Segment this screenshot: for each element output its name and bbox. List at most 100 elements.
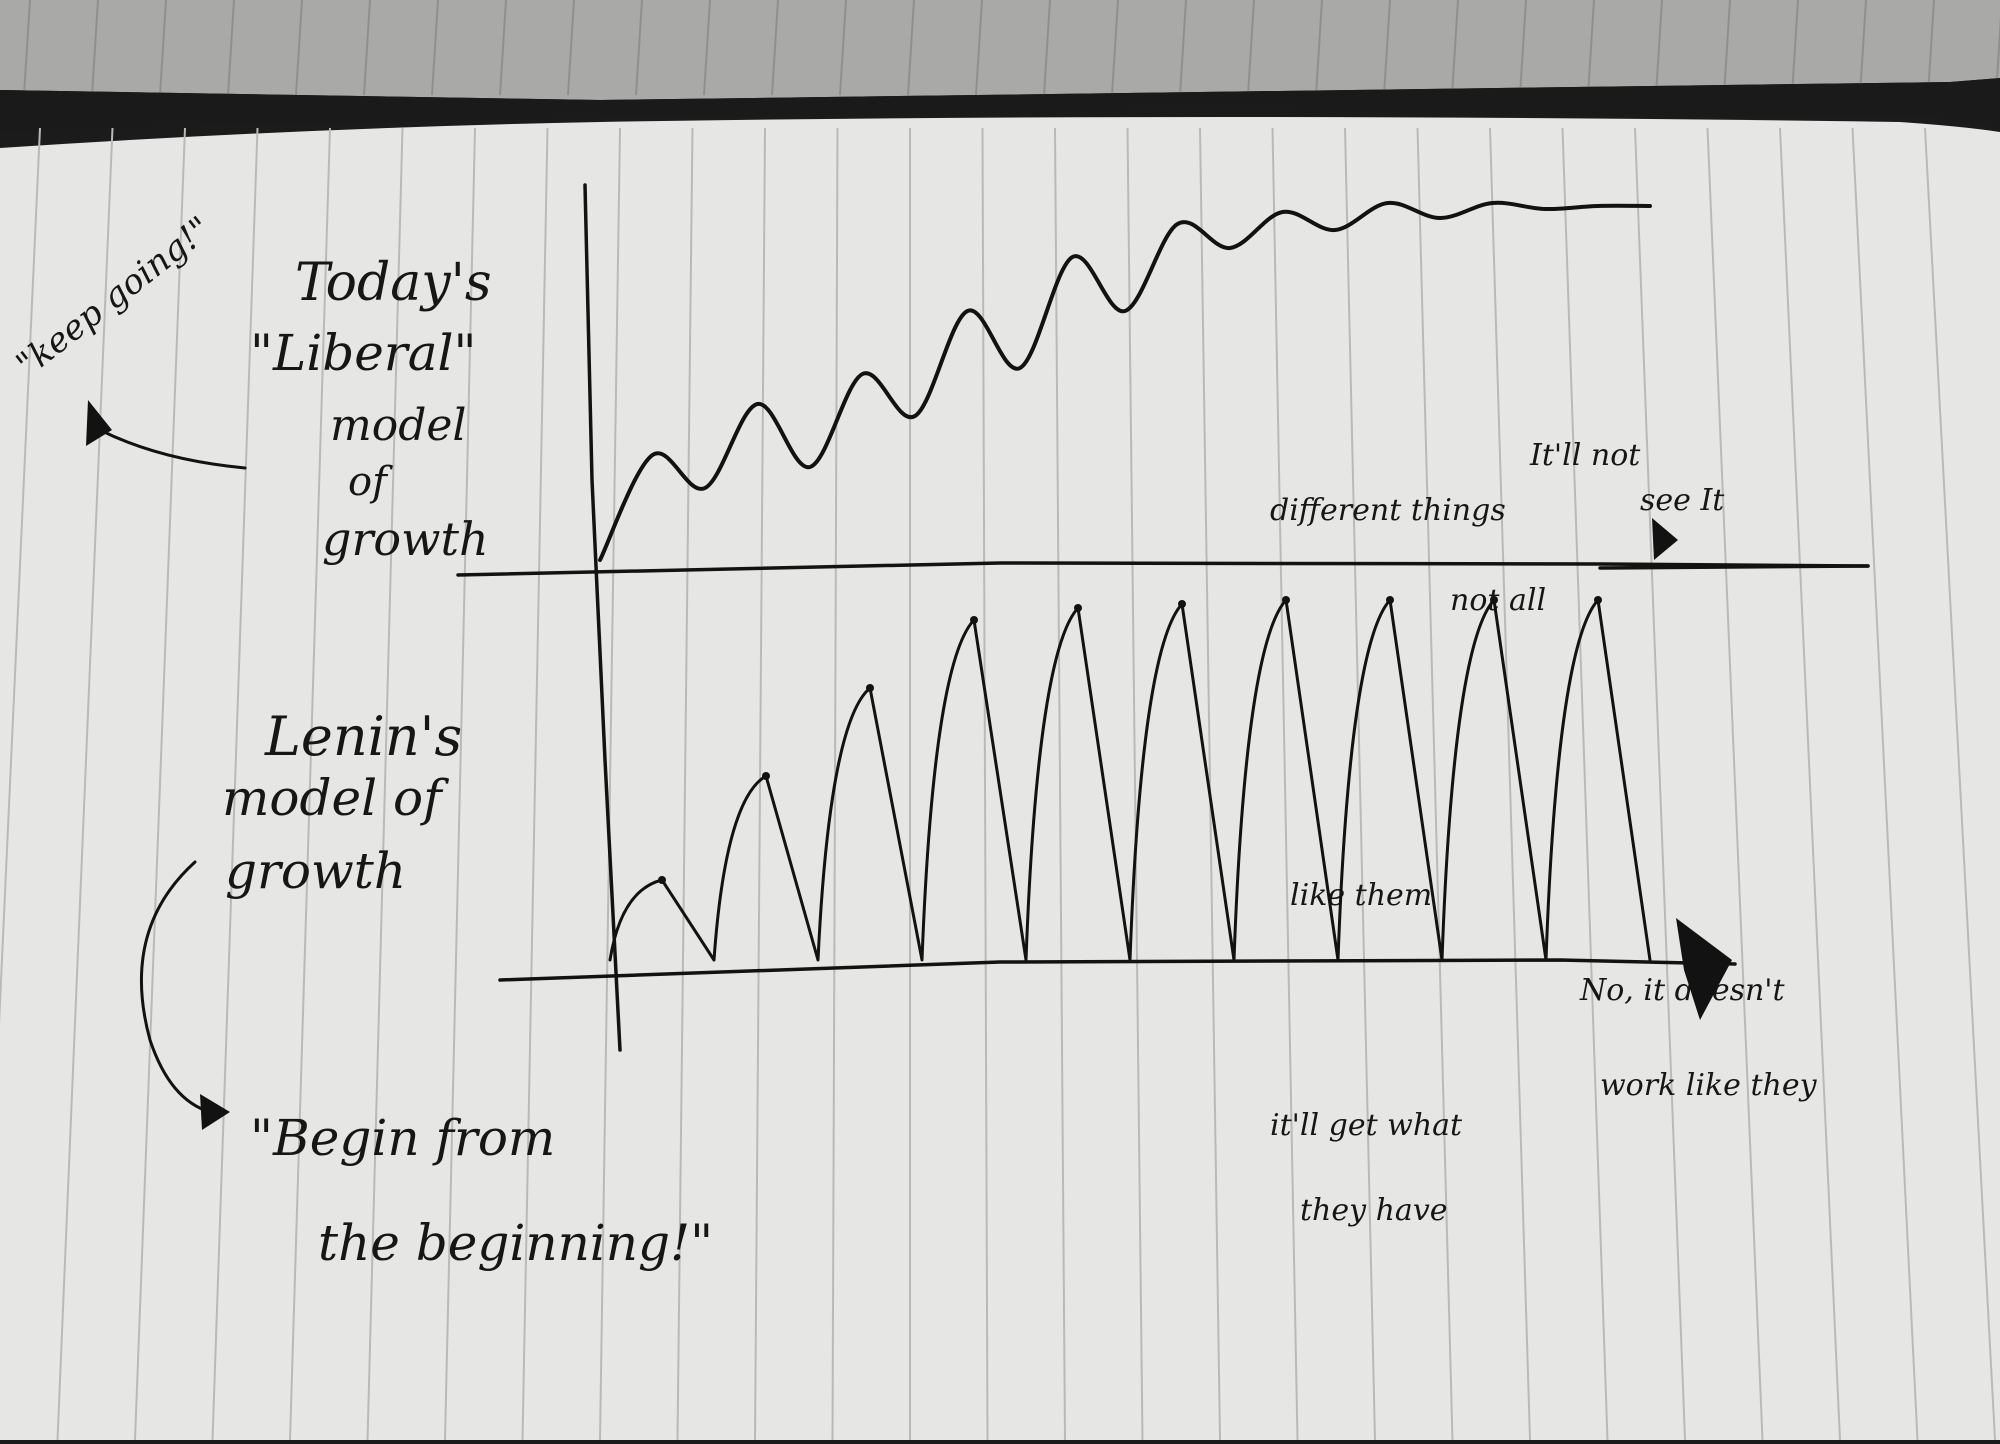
page-rule-line (1344, 127, 1376, 1441)
page-rule-line (1126, 127, 1144, 1441)
back-page-rule-line (1927, 0, 1935, 96)
page-rule-line (521, 127, 549, 1441)
back-page-rule-line (295, 0, 303, 96)
model-of-note: model of (222, 769, 449, 827)
page-rule-line (444, 127, 476, 1441)
page-rule-line (1489, 127, 1531, 1441)
page-rule-line (366, 127, 404, 1441)
faint-text: they have (1300, 1193, 1448, 1228)
page-rule-line (1706, 127, 1764, 1441)
of-note: of (348, 459, 393, 505)
page-rule-line (1199, 127, 1221, 1441)
page-rule-line (1634, 127, 1686, 1441)
back-page-rules (23, 0, 2000, 96)
faint-text: it'll get what (1270, 1108, 1463, 1143)
back-page-rule-line (1451, 0, 1459, 96)
lenin-peak-point (1490, 596, 1498, 604)
lenin-peak-point (1594, 596, 1602, 604)
lenin-peak-point (1178, 600, 1186, 608)
top-x-axis-extension (1598, 564, 1870, 570)
back-page-rule-line (907, 0, 915, 96)
page-rule-line (1054, 127, 1066, 1441)
page-rule-line (981, 127, 989, 1441)
page-rule-line (1416, 127, 1454, 1441)
back-page (0, 0, 2000, 100)
handwritten-notes: "keep going!" Today's "Liberal" model of… (9, 209, 713, 1272)
back-page-rule-line (1587, 0, 1595, 96)
lenin-peak-point (866, 684, 874, 692)
y-axis (583, 183, 622, 1052)
page-rule-line (599, 127, 621, 1441)
page-rule-line (676, 127, 694, 1441)
page-rule-line (56, 127, 114, 1441)
faint-text: No, it doesn't (1579, 973, 1786, 1008)
back-page-rule-line (1791, 0, 1799, 96)
back-page-rule-line (839, 0, 847, 96)
back-page-rule-line (1043, 0, 1051, 96)
back-page-rule-line (91, 0, 99, 96)
lenin-peak-point (970, 616, 978, 624)
todays-note: Today's (295, 253, 492, 313)
top-x-axis (456, 561, 1870, 577)
page-rule-line (1271, 127, 1299, 1441)
growth-note: growth (322, 512, 489, 566)
back-page-rule-line (1519, 0, 1527, 96)
faint-text: like them (1290, 878, 1432, 913)
page-rule-line (1924, 127, 1996, 1441)
faint-text: work like they (1600, 1068, 1818, 1103)
top-axis-arrowhead (1652, 518, 1678, 560)
begin-again-arrow (139, 860, 212, 1114)
page-rule-line (754, 127, 766, 1441)
annotation-arrows (98, 428, 247, 1114)
back-page-rule-line (1723, 0, 1731, 96)
lenin-peak-point (1282, 596, 1290, 604)
faint-text: not all (1450, 583, 1546, 618)
liberal-growth-curve (598, 200, 1652, 562)
bottom-x-axis (498, 958, 1737, 982)
back-page-rule-line (499, 0, 507, 96)
back-page-rule-line (1655, 0, 1663, 96)
back-page-rule-line (159, 0, 167, 96)
page-rule-line (211, 127, 259, 1441)
back-page-rule-line (363, 0, 371, 96)
page-gap (0, 78, 2000, 130)
page-rule-line (289, 127, 331, 1441)
page-rule-line (1779, 127, 1841, 1441)
axes (456, 183, 1870, 1052)
faint-text: different things (1270, 493, 1506, 528)
lenin-growth-curve (608, 598, 1652, 962)
begin-from-note: "Begin from (250, 1109, 555, 1167)
lenin-peak-point (658, 876, 666, 884)
back-page-rule-line (1859, 0, 1867, 96)
lenin-peak-point (1386, 596, 1394, 604)
back-page-rule-line (23, 0, 31, 96)
back-page-rule-line (1111, 0, 1119, 96)
lenins-note: Lenin's (264, 705, 462, 768)
back-page-rule-line (975, 0, 983, 96)
back-page-rule-line (771, 0, 779, 96)
back-page-writing: It'll not different things see It not al… (1270, 438, 1818, 1228)
lenin-peak-point (762, 772, 770, 780)
page-rule-line (1561, 127, 1609, 1441)
begin-again-arrowhead-icon (200, 1094, 230, 1130)
back-page-rule-line (703, 0, 711, 96)
liberal-note: "Liberal" (250, 324, 477, 382)
back-page-rule-line (1179, 0, 1187, 96)
back-page-rule-line (1315, 0, 1323, 96)
keep-going-arrow (98, 428, 247, 470)
keep-going-arrowhead-icon (86, 400, 112, 446)
faint-text: It'll not (1529, 438, 1641, 473)
growth-note-lenin: growth (225, 842, 406, 900)
back-page-rule-line (635, 0, 643, 96)
faint-text: see It (1640, 483, 1725, 518)
lenin-peak-point (1074, 604, 1082, 612)
page-rule-line (134, 127, 186, 1441)
back-page-rule-line (227, 0, 235, 96)
page-rule-line (0, 127, 41, 1025)
back-page-rule-line (567, 0, 575, 96)
back-page-rule-line (431, 0, 439, 96)
back-page-rule-line (1383, 0, 1391, 96)
the-beginning-note: the beginning!" (318, 1214, 713, 1272)
